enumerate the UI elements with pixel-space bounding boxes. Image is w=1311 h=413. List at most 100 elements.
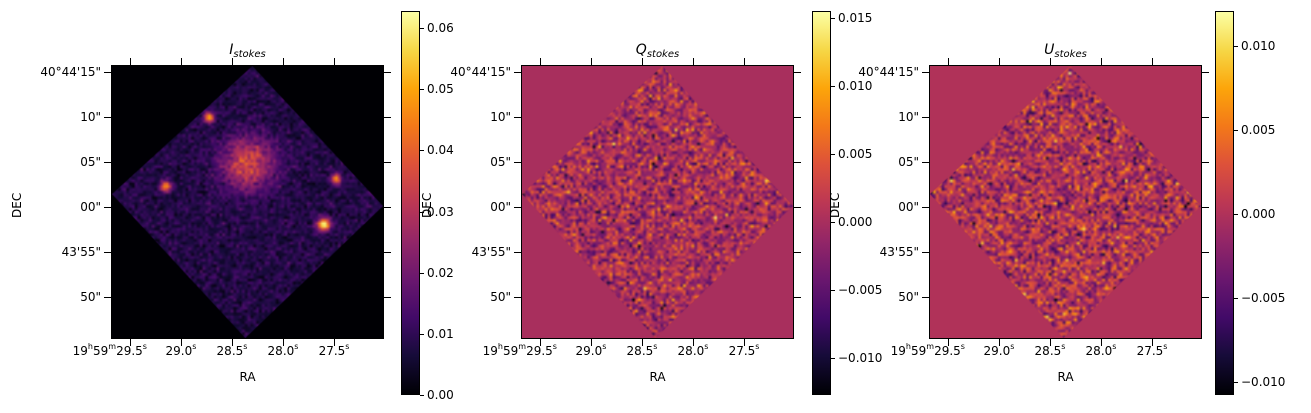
colorbar-tick xyxy=(1234,297,1238,299)
title-subscript: stokes xyxy=(233,49,266,60)
ra-tick-bottom xyxy=(334,339,335,346)
ra-unit: s xyxy=(345,342,350,351)
colorbar-tick xyxy=(1234,46,1238,48)
ra-value: 27.5 xyxy=(728,344,756,358)
ra-tick-top xyxy=(539,58,541,65)
dec-tick-right xyxy=(794,162,801,163)
ra-value: 28.5 xyxy=(216,344,244,358)
colorbar-tick xyxy=(420,28,424,30)
dec-tick-left xyxy=(922,251,929,253)
colorbar-tick-label: 0.000 xyxy=(838,215,873,230)
dec-tick-left xyxy=(104,251,111,253)
ra-tick-bottom xyxy=(231,339,233,346)
colorbar-tick xyxy=(420,395,424,396)
ra-value: 29.0 xyxy=(165,344,193,358)
dec-tick-label: 00" xyxy=(898,199,919,214)
colorbar-tick xyxy=(1234,213,1238,215)
ra-tick-label: 29.0s xyxy=(576,342,607,358)
ra-value: 59 xyxy=(93,344,109,358)
ra-unit: s xyxy=(1112,342,1117,351)
panel-title: Qstokes xyxy=(636,42,679,60)
dec-tick-left xyxy=(514,162,521,163)
ra-unit: s xyxy=(602,342,607,351)
ra-unit: s xyxy=(142,342,147,351)
colorbar-tick-label: 0.015 xyxy=(838,10,873,25)
dec-tick-right xyxy=(794,72,801,74)
ra-tick-top xyxy=(231,58,233,65)
ra-tick-top xyxy=(590,58,592,65)
dec-tick-right xyxy=(1202,251,1209,253)
ra-tick-top xyxy=(283,58,284,65)
ra-tick-top xyxy=(1101,58,1102,65)
colorbar-tick xyxy=(420,150,424,152)
dec-tick-right xyxy=(384,206,391,208)
dec-tick-left xyxy=(514,296,521,298)
colorbar-tick xyxy=(1234,381,1238,383)
ra-value: 27.5 xyxy=(1136,344,1164,358)
ra-tick-label: 27.5s xyxy=(728,342,760,358)
dec-tick-right xyxy=(794,251,801,253)
colorbar-tick xyxy=(1234,130,1238,132)
y-axis-label: DEC xyxy=(10,192,24,218)
dec-tick-label: 43'55" xyxy=(471,244,511,259)
ra-value: 28.0 xyxy=(677,344,705,358)
ra-value: 29.5 xyxy=(526,344,553,358)
ra-value: 29.5 xyxy=(934,344,961,358)
ra-unit: s xyxy=(755,342,760,351)
x-axis-label: RA xyxy=(1057,370,1074,384)
ra-unit: h xyxy=(87,342,93,351)
ra-tick-label: 28.5s xyxy=(216,342,248,358)
ra-tick-top xyxy=(129,58,131,65)
dec-tick-right xyxy=(1202,206,1209,208)
ra-tick-bottom xyxy=(283,339,284,346)
ra-tick-bottom xyxy=(1152,339,1153,346)
dec-tick-left xyxy=(514,117,521,118)
ra-tick-bottom xyxy=(947,339,949,346)
colorbar-tick xyxy=(831,17,835,19)
ra-unit: m xyxy=(108,342,117,351)
ra-tick-top xyxy=(998,58,1000,65)
ra-unit: s xyxy=(1061,342,1066,351)
colorbar-tick-label: 0.010 xyxy=(1241,39,1276,54)
ra-value: 59 xyxy=(911,344,927,358)
ra-value: 19 xyxy=(72,344,88,358)
ra-value: 28.0 xyxy=(267,344,295,358)
dec-tick-left xyxy=(922,117,929,118)
ra-tick-label: 27.5s xyxy=(1136,342,1168,358)
ra-tick-bottom xyxy=(590,339,592,346)
ra-tick-label: 28.0s xyxy=(677,343,709,358)
dec-tick-right xyxy=(384,251,391,253)
image-axes xyxy=(521,65,794,339)
ra-unit: s xyxy=(1163,342,1168,351)
ra-tick-bottom xyxy=(180,339,182,346)
dec-tick-label: 05" xyxy=(898,155,919,169)
panel-title: Istokes xyxy=(229,42,266,60)
ra-tick-label: 29.0s xyxy=(165,343,197,358)
dec-tick-label: 43'55" xyxy=(61,244,101,259)
dec-tick-left xyxy=(104,206,111,208)
dec-tick-right xyxy=(1202,162,1209,163)
ra-tick-label: 28.5s xyxy=(1035,342,1066,358)
ra-tick-top xyxy=(334,58,335,65)
ra-tick-label: 28.0s xyxy=(1086,342,1117,358)
dec-tick-left xyxy=(514,206,521,208)
image-axes xyxy=(929,65,1202,339)
ra-unit: s xyxy=(552,342,557,351)
colorbar-tick-label: 0.005 xyxy=(838,146,873,161)
dec-tick-right xyxy=(384,296,391,298)
colorbar-tick-label: 0.03 xyxy=(427,204,454,219)
colorbar xyxy=(1215,11,1234,395)
colorbar-tick xyxy=(831,85,835,87)
dec-tick-label: 50" xyxy=(80,289,101,304)
colorbar-tick-label: 0.005 xyxy=(1241,123,1276,138)
colorbar-tick-label: −0.005 xyxy=(838,283,883,298)
image-axes xyxy=(111,65,384,339)
dec-tick-label: 40°44'15" xyxy=(40,65,101,80)
ra-tick-bottom xyxy=(1049,339,1051,346)
ra-value: 27.5 xyxy=(318,344,346,358)
ra-tick-top xyxy=(744,58,745,65)
ra-unit: s xyxy=(243,342,248,351)
colorbar-tick xyxy=(831,290,835,292)
colorbar xyxy=(401,11,420,395)
